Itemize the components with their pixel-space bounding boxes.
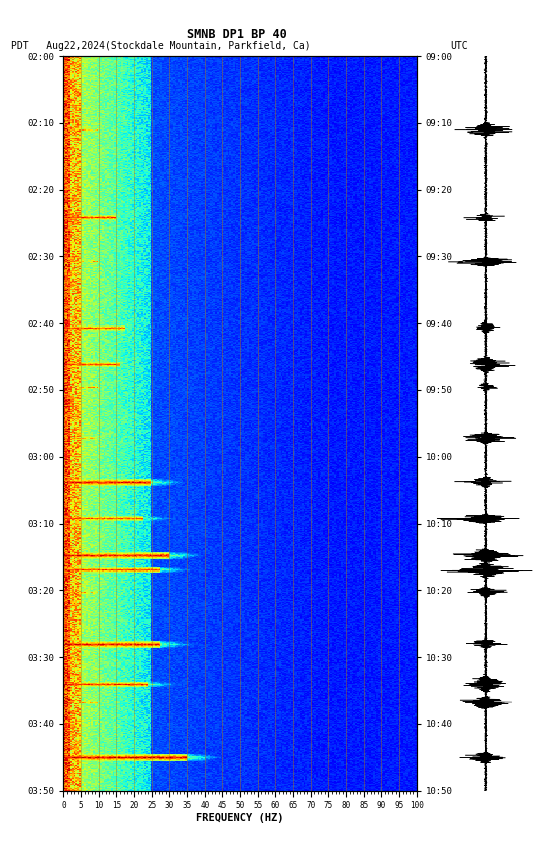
X-axis label: FREQUENCY (HZ): FREQUENCY (HZ) <box>197 813 284 823</box>
Text: PDT   Aug22,2024(Stockdale Mountain, Parkfield, Ca): PDT Aug22,2024(Stockdale Mountain, Parkf… <box>11 41 311 52</box>
Text: SMNB DP1 BP 40: SMNB DP1 BP 40 <box>188 28 287 41</box>
Text: UTC: UTC <box>450 41 468 52</box>
